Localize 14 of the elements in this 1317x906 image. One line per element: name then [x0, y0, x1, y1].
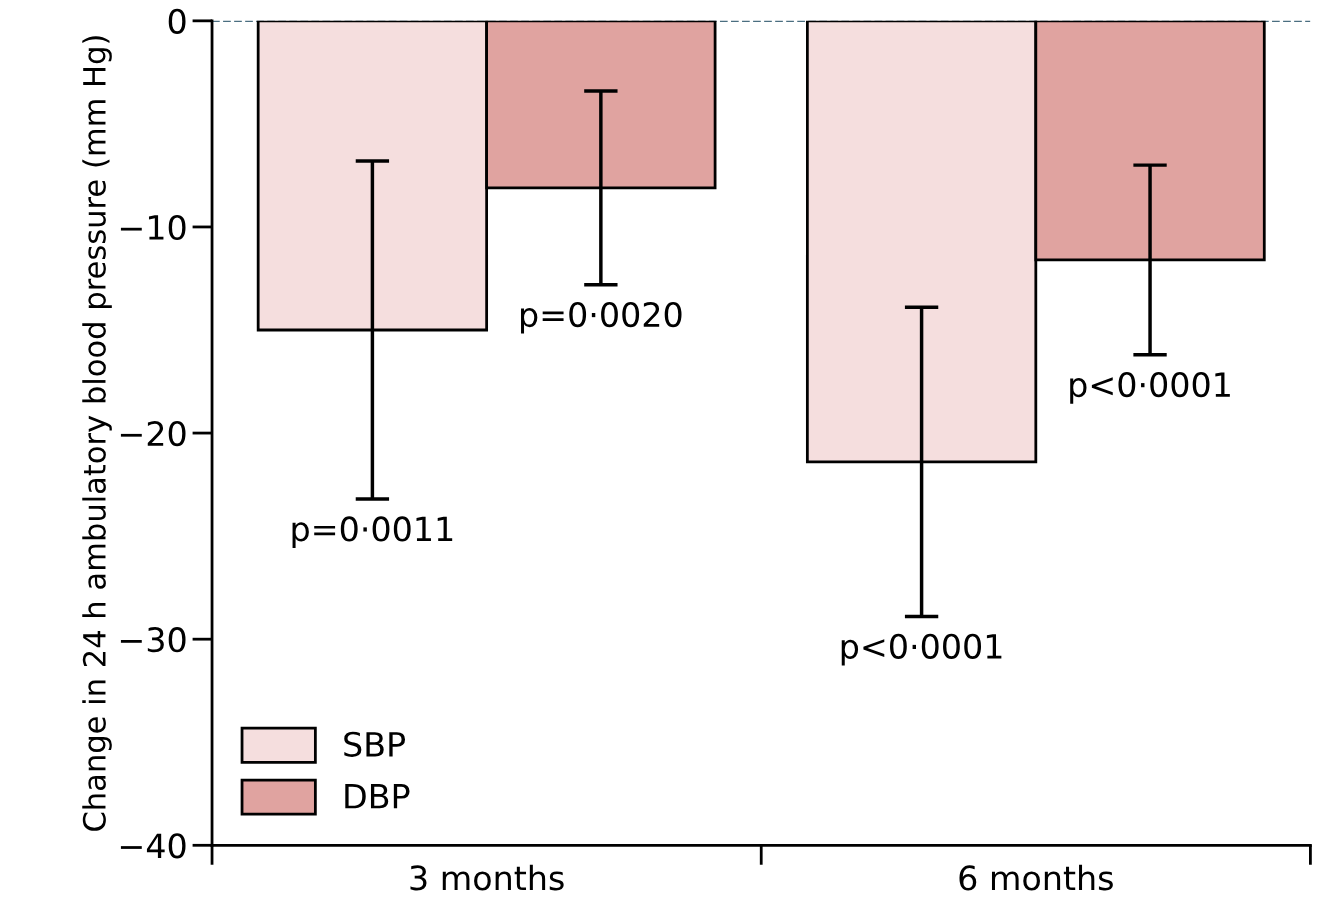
y-tick-label: −30 [120, 627, 186, 653]
y-axis-title: Change in 24 h ambulatory blood pressure (mm Hg) [82, 36, 112, 831]
y-tick-label: 0 [168, 8, 186, 34]
annotation: p<0·0001 [841, 633, 1002, 666]
y-tick-label: −20 [120, 420, 186, 447]
x-tick-label: 3 months [410, 864, 564, 891]
x-tick-label: 6 months [959, 864, 1113, 891]
legend-label: SBP [344, 731, 406, 757]
annotation: p=0·0011 [292, 516, 453, 548]
annotation: p=0·0020 [521, 301, 682, 334]
y-tick-label: −40 [120, 833, 186, 859]
y-tick-label: −10 [120, 214, 186, 241]
annotation: p<0·0001 [1070, 372, 1230, 404]
legend-label: DBP [345, 784, 410, 809]
